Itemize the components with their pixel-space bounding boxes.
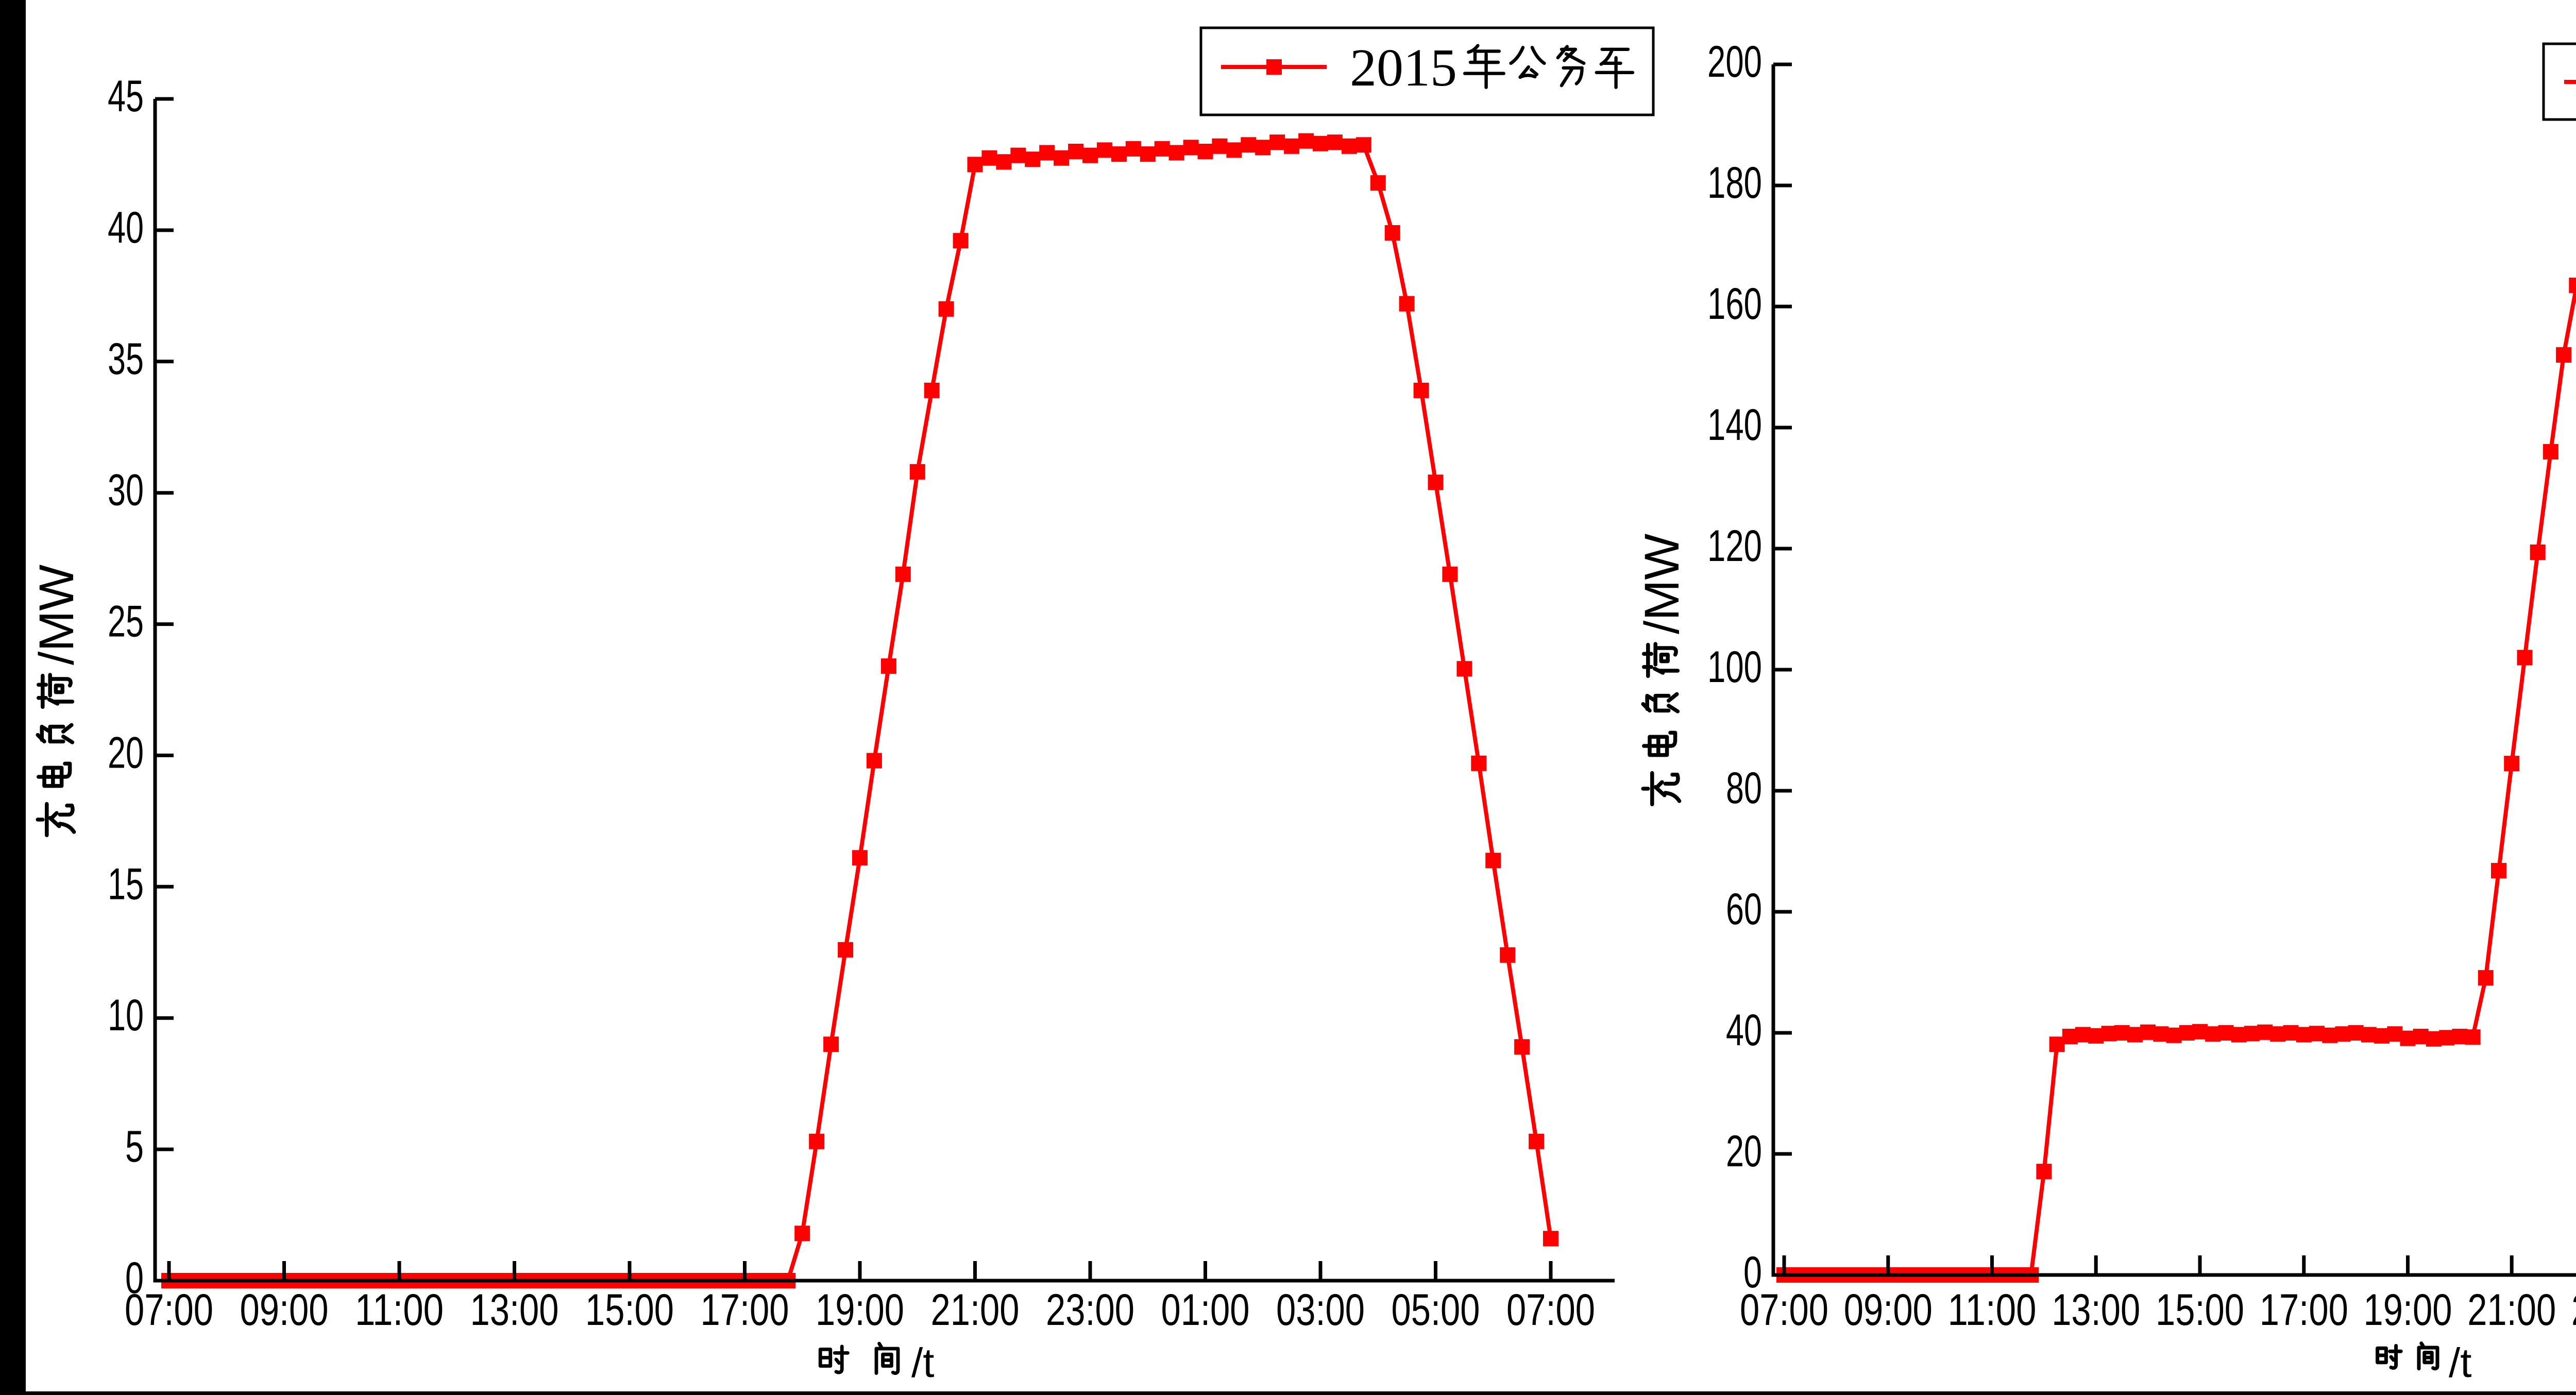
svg-text:20: 20	[108, 728, 144, 777]
svg-text:35: 35	[108, 334, 144, 384]
svg-text:0: 0	[1743, 1248, 1762, 1297]
svg-text:0: 0	[125, 1253, 144, 1303]
svg-text:80: 80	[1726, 763, 1762, 813]
svg-text:2015: 2015	[1350, 38, 1457, 97]
svg-text:25: 25	[108, 597, 144, 647]
svg-text:13:00: 13:00	[470, 1285, 559, 1335]
svg-text:180: 180	[1707, 158, 1762, 208]
svg-text:100: 100	[1707, 642, 1762, 692]
svg-text:40: 40	[1726, 1006, 1762, 1055]
svg-text:60: 60	[1726, 884, 1762, 934]
svg-text:03:00: 03:00	[1276, 1285, 1365, 1335]
svg-text:15: 15	[108, 859, 144, 909]
svg-text:17:00: 17:00	[701, 1285, 789, 1335]
svg-text:40: 40	[108, 203, 144, 252]
svg-text:23:00: 23:00	[2571, 1285, 2576, 1335]
svg-text:140: 140	[1707, 400, 1762, 450]
svg-text:/t: /t	[2449, 1340, 2471, 1386]
svg-text:11:00: 11:00	[355, 1285, 444, 1335]
svg-text:120: 120	[1707, 521, 1762, 571]
svg-text:01:00: 01:00	[1161, 1285, 1250, 1335]
svg-text:09:00: 09:00	[240, 1285, 329, 1335]
svg-text:20: 20	[1726, 1127, 1762, 1176]
svg-text:160: 160	[1707, 279, 1762, 329]
svg-text:/t: /t	[911, 1340, 934, 1386]
svg-text:05:00: 05:00	[1392, 1285, 1480, 1335]
svg-text:19:00: 19:00	[2364, 1285, 2452, 1335]
svg-text:15:00: 15:00	[2156, 1285, 2244, 1335]
svg-text:200: 200	[1707, 37, 1762, 87]
svg-text:07:00: 07:00	[1740, 1285, 1828, 1335]
svg-text:45: 45	[108, 72, 144, 121]
svg-text:10: 10	[108, 991, 144, 1040]
svg-text:30: 30	[108, 466, 144, 515]
svg-text:07:00: 07:00	[1506, 1285, 1595, 1335]
svg-text:5: 5	[125, 1122, 144, 1171]
svg-text:23:00: 23:00	[1046, 1285, 1134, 1335]
svg-text:19:00: 19:00	[816, 1285, 904, 1335]
svg-text:15:00: 15:00	[585, 1285, 674, 1335]
svg-text:21:00: 21:00	[2467, 1285, 2556, 1335]
svg-text:/MW: /MW	[1635, 533, 1689, 634]
svg-text:09:00: 09:00	[1844, 1285, 1933, 1335]
svg-text:11:00: 11:00	[1948, 1285, 2037, 1335]
svg-text:/MW: /MW	[29, 564, 84, 665]
svg-text:21:00: 21:00	[931, 1285, 1020, 1335]
svg-text:13:00: 13:00	[2052, 1285, 2140, 1335]
svg-text:17:00: 17:00	[2260, 1285, 2348, 1335]
svg-text:07:00: 07:00	[125, 1285, 213, 1335]
